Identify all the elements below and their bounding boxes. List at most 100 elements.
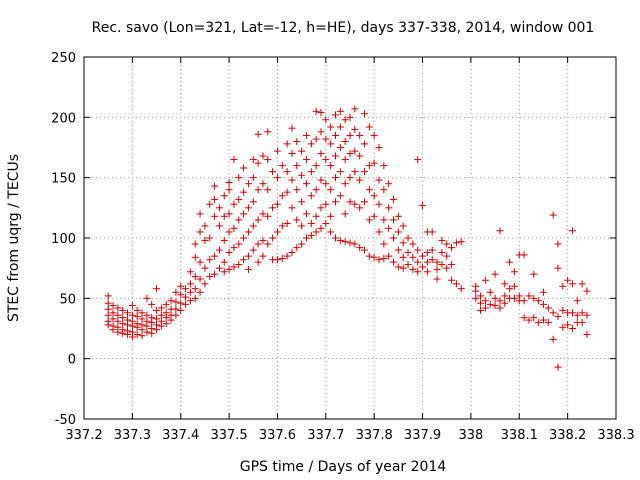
data-point bbox=[312, 162, 320, 170]
data-point bbox=[399, 253, 407, 261]
data-point bbox=[133, 306, 141, 314]
data-point bbox=[177, 282, 185, 290]
data-point bbox=[356, 131, 364, 139]
data-point bbox=[346, 198, 354, 206]
grid-lines bbox=[84, 57, 616, 419]
data-point bbox=[549, 309, 557, 317]
x-axis-title: GPS time / Days of year 2014 bbox=[240, 459, 447, 475]
y-tick-label: 250 bbox=[51, 51, 76, 66]
data-point bbox=[259, 210, 267, 218]
data-point bbox=[172, 288, 180, 296]
data-point bbox=[153, 326, 161, 334]
data-point bbox=[312, 135, 320, 143]
data-point bbox=[331, 198, 339, 206]
data-point bbox=[317, 176, 325, 184]
data-point bbox=[433, 265, 441, 273]
data-point bbox=[244, 265, 252, 273]
data-point bbox=[124, 331, 132, 339]
data-point bbox=[249, 198, 257, 206]
data-point bbox=[409, 240, 417, 248]
data-point bbox=[375, 200, 383, 208]
data-point bbox=[341, 156, 349, 164]
data-point bbox=[438, 248, 446, 256]
y-tick-label: 200 bbox=[51, 111, 76, 126]
data-point bbox=[370, 192, 378, 200]
data-point bbox=[520, 297, 528, 305]
data-point bbox=[336, 123, 344, 131]
data-point bbox=[496, 227, 504, 235]
data-point bbox=[298, 198, 306, 206]
data-point bbox=[143, 311, 151, 319]
data-point bbox=[370, 253, 378, 261]
data-point bbox=[457, 238, 465, 246]
data-point bbox=[312, 107, 320, 115]
data-point bbox=[254, 130, 262, 138]
data-point bbox=[385, 180, 393, 188]
data-point bbox=[317, 224, 325, 232]
data-point bbox=[196, 210, 204, 218]
data-point bbox=[269, 168, 277, 176]
data-point bbox=[365, 186, 373, 194]
data-point bbox=[423, 248, 431, 256]
data-point bbox=[302, 234, 310, 242]
data-point bbox=[109, 309, 117, 317]
data-point bbox=[293, 186, 301, 194]
data-point bbox=[322, 200, 330, 208]
data-point bbox=[298, 147, 306, 155]
x-tick-label: 337.4 bbox=[162, 428, 199, 443]
data-point bbox=[346, 150, 354, 158]
data-point bbox=[346, 239, 354, 247]
data-point bbox=[370, 212, 378, 220]
data-point bbox=[452, 280, 460, 288]
x-tick-label: 337.6 bbox=[259, 428, 296, 443]
data-point bbox=[206, 200, 214, 208]
data-point bbox=[230, 263, 238, 271]
data-point bbox=[583, 331, 591, 339]
data-point bbox=[317, 204, 325, 212]
data-point bbox=[119, 320, 127, 328]
data-point bbox=[259, 252, 267, 260]
data-point bbox=[477, 299, 485, 307]
data-point bbox=[143, 294, 151, 302]
data-point bbox=[346, 113, 354, 121]
data-point bbox=[225, 178, 233, 186]
data-point bbox=[269, 234, 277, 242]
data-point bbox=[133, 331, 141, 339]
data-point bbox=[390, 216, 398, 224]
data-point bbox=[327, 140, 335, 148]
data-point bbox=[423, 268, 431, 276]
data-point bbox=[554, 264, 562, 272]
data-point bbox=[336, 192, 344, 200]
data-point bbox=[254, 159, 262, 167]
data-point bbox=[196, 288, 204, 296]
x-tick-label: 337.5 bbox=[210, 428, 247, 443]
data-point bbox=[520, 314, 528, 322]
data-point bbox=[167, 297, 175, 305]
data-point bbox=[564, 321, 572, 329]
data-point bbox=[283, 140, 291, 148]
data-point bbox=[148, 318, 156, 326]
data-point bbox=[157, 322, 165, 330]
data-point bbox=[307, 140, 315, 148]
data-point bbox=[273, 256, 281, 264]
data-point bbox=[530, 294, 538, 302]
data-point bbox=[564, 276, 572, 284]
data-point bbox=[530, 314, 538, 322]
data-point bbox=[114, 311, 122, 319]
data-point bbox=[399, 222, 407, 230]
data-point bbox=[491, 294, 499, 302]
data-point bbox=[182, 285, 190, 293]
data-point bbox=[380, 240, 388, 248]
data-point bbox=[351, 147, 359, 155]
data-point bbox=[244, 252, 252, 260]
data-point bbox=[341, 116, 349, 124]
data-point bbox=[554, 240, 562, 248]
data-point bbox=[394, 228, 402, 236]
data-point bbox=[235, 240, 243, 248]
data-point bbox=[143, 322, 151, 330]
data-point bbox=[293, 162, 301, 170]
data-point bbox=[230, 156, 238, 164]
data-point bbox=[128, 311, 136, 319]
data-point bbox=[273, 228, 281, 236]
data-point bbox=[438, 236, 446, 244]
